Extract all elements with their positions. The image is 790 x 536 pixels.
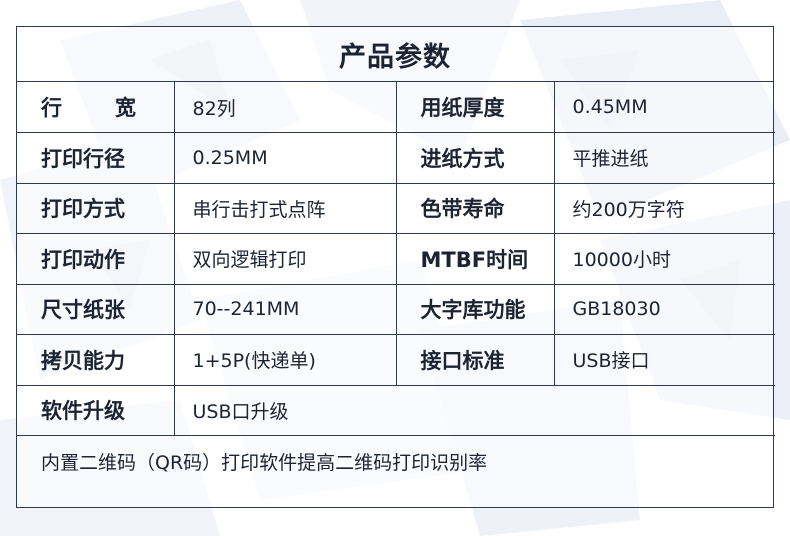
spec-value: USB接口 (553, 334, 775, 386)
spec-label: MTBF时间 (395, 233, 555, 285)
table-row: 打印方式 串行击打式点阵 色带寿命 约200万字符 (17, 182, 775, 234)
table-row: 打印行径 0.25MM 进纸方式 平推进纸 (17, 132, 775, 184)
spec-label: 尺寸纸张 (17, 283, 175, 335)
footer-note: 内置二维码（QR码）打印软件提高二维码打印识别率 (17, 435, 775, 488)
spec-label-line-width: 行宽 (17, 82, 175, 133)
spec-label-line-width-b: 宽 (115, 96, 136, 120)
spec-label: 接口标准 (395, 334, 555, 386)
spec-value: 10000小时 (553, 233, 775, 285)
table-row: 拷贝能力 1+5P(快递单) 接口标准 USB接口 (17, 334, 775, 386)
spec-label-upgrade: 软件升级 (17, 384, 175, 436)
table-row: 软件升级 USB口升级 (17, 384, 775, 436)
spec-value: 0.45MM (553, 82, 775, 133)
spec-label: 用纸厚度 (395, 82, 555, 133)
spec-label: 色带寿命 (395, 182, 555, 234)
spec-value: 串行击打式点阵 (173, 182, 397, 234)
spec-label: 打印动作 (17, 233, 175, 285)
page-title: 产品参数 (17, 27, 773, 82)
table-row: 行宽 82列 用纸厚度 0.45MM (17, 82, 775, 133)
spec-label: 打印方式 (17, 182, 175, 234)
spec-label-line-width-a: 行 (41, 96, 62, 120)
table-row: 尺寸纸张 70--241MM 大字库功能 GB18030 (17, 283, 775, 335)
spec-value: 0.25MM (173, 132, 397, 184)
spec-value: 70--241MM (173, 283, 397, 335)
spec-table: 行宽 82列 用纸厚度 0.45MM 打印行径 0.25MM 进纸方式 平推进纸… (17, 82, 775, 488)
spec-label: 进纸方式 (395, 132, 555, 184)
spec-label: 拷贝能力 (17, 334, 175, 386)
spec-value-upgrade: USB口升级 (173, 384, 775, 436)
spec-value: 平推进纸 (553, 132, 775, 184)
spec-label: 打印行径 (17, 132, 175, 184)
spec-card: 产品参数 行宽 82列 用纸厚度 0.45MM 打印行径 0.25MM 进纸方式… (16, 26, 775, 508)
spec-value: 双向逻辑打印 (173, 233, 397, 285)
table-row-footer: 内置二维码（QR码）打印软件提高二维码打印识别率 (17, 435, 775, 488)
spec-value: 1+5P(快递单) (173, 334, 397, 386)
spec-value: 82列 (173, 82, 397, 133)
spec-value: 约200万字符 (553, 182, 775, 234)
spec-label: 大字库功能 (395, 283, 555, 335)
table-row: 打印动作 双向逻辑打印 MTBF时间 10000小时 (17, 233, 775, 285)
spec-value: GB18030 (553, 283, 775, 335)
